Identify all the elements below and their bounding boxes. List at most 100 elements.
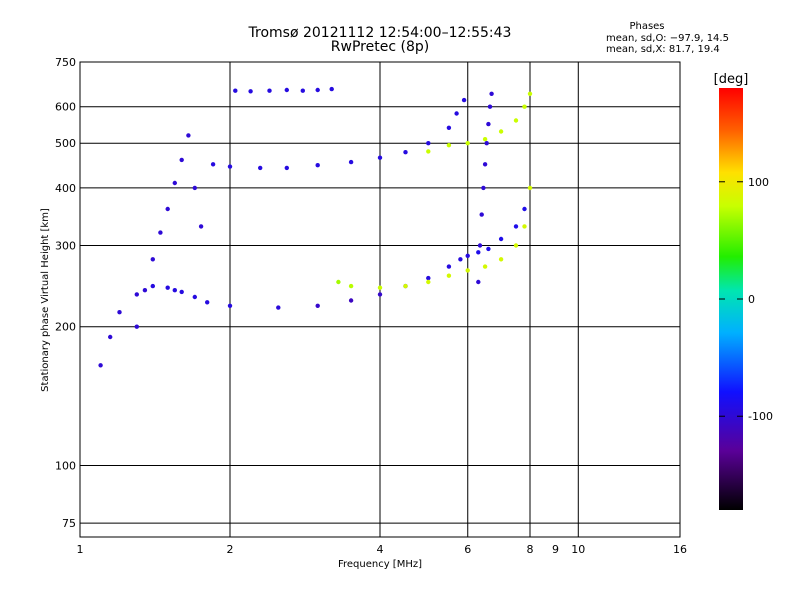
data-point [248, 89, 253, 94]
data-point [336, 279, 341, 285]
y-tick-label: 300 [55, 240, 76, 253]
data-point [426, 275, 431, 281]
data-point [348, 283, 354, 289]
data-points [98, 86, 533, 368]
data-point [258, 165, 263, 171]
data-point [446, 264, 452, 269]
colorbar-label: [deg] [714, 72, 749, 87]
data-point [446, 143, 452, 148]
colorbar-tick-label: 0 [748, 293, 755, 306]
data-point [108, 334, 113, 340]
data-point [172, 180, 177, 186]
data-point [227, 164, 233, 169]
data-point [446, 125, 452, 130]
chart-title: Tromsø 20121112 12:54:00–12:55:43 [248, 25, 512, 41]
data-point [276, 305, 281, 310]
colorbar-tick-label: -100 [748, 410, 773, 423]
data-point [482, 264, 488, 269]
data-point [522, 224, 527, 229]
y-tick-label: 500 [55, 137, 76, 150]
data-point [165, 285, 170, 290]
data-point [476, 250, 481, 255]
data-point [527, 91, 533, 97]
x-axis-label: Frequency [MHz] [338, 559, 422, 570]
data-point [484, 141, 489, 146]
y-tick-labels: 75 100 200 300 400 500 600 750 [55, 56, 76, 530]
data-point [465, 141, 470, 146]
data-point [300, 88, 305, 93]
data-point [458, 257, 463, 262]
data-point [482, 162, 488, 167]
data-point [179, 289, 184, 295]
data-point [486, 121, 491, 127]
x-tick-label: 10 [571, 543, 585, 556]
data-point [315, 303, 320, 308]
data-point [227, 303, 233, 308]
phases-x-line: mean, sd,X: 81.7, 19.4 [606, 44, 720, 55]
data-point [198, 224, 204, 229]
colorbar-tick-label: 100 [748, 176, 769, 189]
data-point [446, 273, 452, 278]
data-point [142, 288, 148, 293]
phases-o-line: mean, sd,O: −97.9, 14.5 [606, 33, 729, 44]
data-point [481, 185, 486, 191]
data-point [489, 91, 494, 97]
data-point [426, 279, 431, 285]
x-tick-label: 6 [464, 543, 471, 556]
data-point [329, 86, 334, 92]
data-point [210, 162, 216, 167]
y-tick-label: 100 [55, 460, 76, 473]
data-point [403, 283, 408, 289]
plot-frame [79, 61, 681, 538]
data-point [205, 300, 210, 305]
data-point [150, 283, 155, 289]
chart-subtitle: RwPretec (8p) [330, 39, 430, 55]
data-point [134, 324, 139, 329]
data-point [465, 253, 470, 258]
data-point [482, 137, 488, 142]
data-point [158, 230, 163, 235]
grid-lines [80, 62, 680, 537]
x-tick-label: 2 [227, 543, 234, 556]
data-point [284, 87, 289, 93]
data-point [348, 298, 354, 303]
y-tick-label: 200 [55, 321, 76, 334]
data-point [465, 268, 470, 273]
data-point [513, 243, 519, 248]
data-point [461, 97, 467, 103]
y-tick-label: 750 [55, 56, 76, 69]
x-tick-label: 9 [552, 543, 559, 556]
data-point [315, 163, 320, 168]
data-point [165, 206, 170, 212]
data-point [377, 285, 383, 290]
y-tick-label: 400 [55, 182, 76, 195]
y-tick-label: 600 [55, 101, 76, 114]
x-tick-label: 4 [377, 543, 384, 556]
data-point [486, 246, 491, 252]
data-point [426, 141, 431, 146]
data-point [377, 292, 383, 297]
data-point [233, 88, 238, 93]
data-point [98, 363, 103, 368]
x-tick-labels: 1 2 4 6 8 10 16 9 [77, 543, 688, 556]
data-point [348, 159, 354, 165]
colorbar-ticks: 100 0 -100 [719, 176, 773, 423]
data-point [267, 88, 272, 93]
x-tick-label: 16 [673, 543, 687, 556]
data-point [315, 87, 320, 93]
data-point [172, 288, 177, 293]
data-point [498, 236, 504, 242]
data-point [487, 104, 493, 109]
data-point [498, 129, 504, 134]
data-point [477, 243, 483, 248]
data-point [117, 310, 122, 315]
data-point [522, 206, 527, 212]
data-point [377, 155, 383, 160]
data-point [527, 185, 533, 191]
data-point [426, 149, 431, 154]
data-point [150, 257, 155, 262]
y-tick-label: 75 [62, 517, 76, 530]
data-point [479, 212, 484, 217]
y-axis-label: Stationary phase Virtual Height [km] [40, 208, 51, 392]
